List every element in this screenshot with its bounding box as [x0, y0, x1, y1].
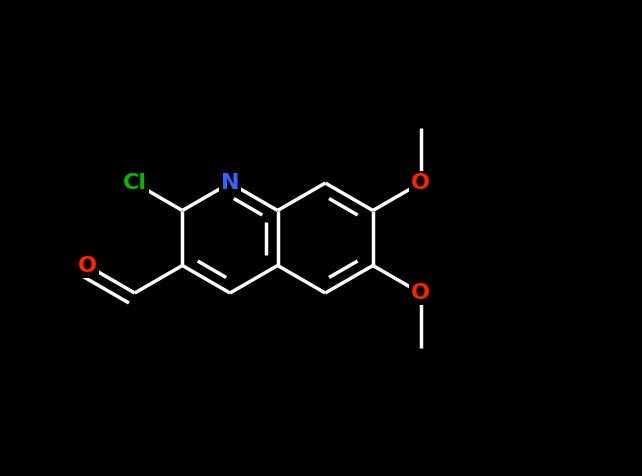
Text: N: N [221, 173, 239, 193]
Text: Cl: Cl [123, 173, 147, 193]
Text: O: O [78, 256, 96, 276]
Text: O: O [411, 173, 430, 193]
Text: O: O [411, 283, 430, 303]
